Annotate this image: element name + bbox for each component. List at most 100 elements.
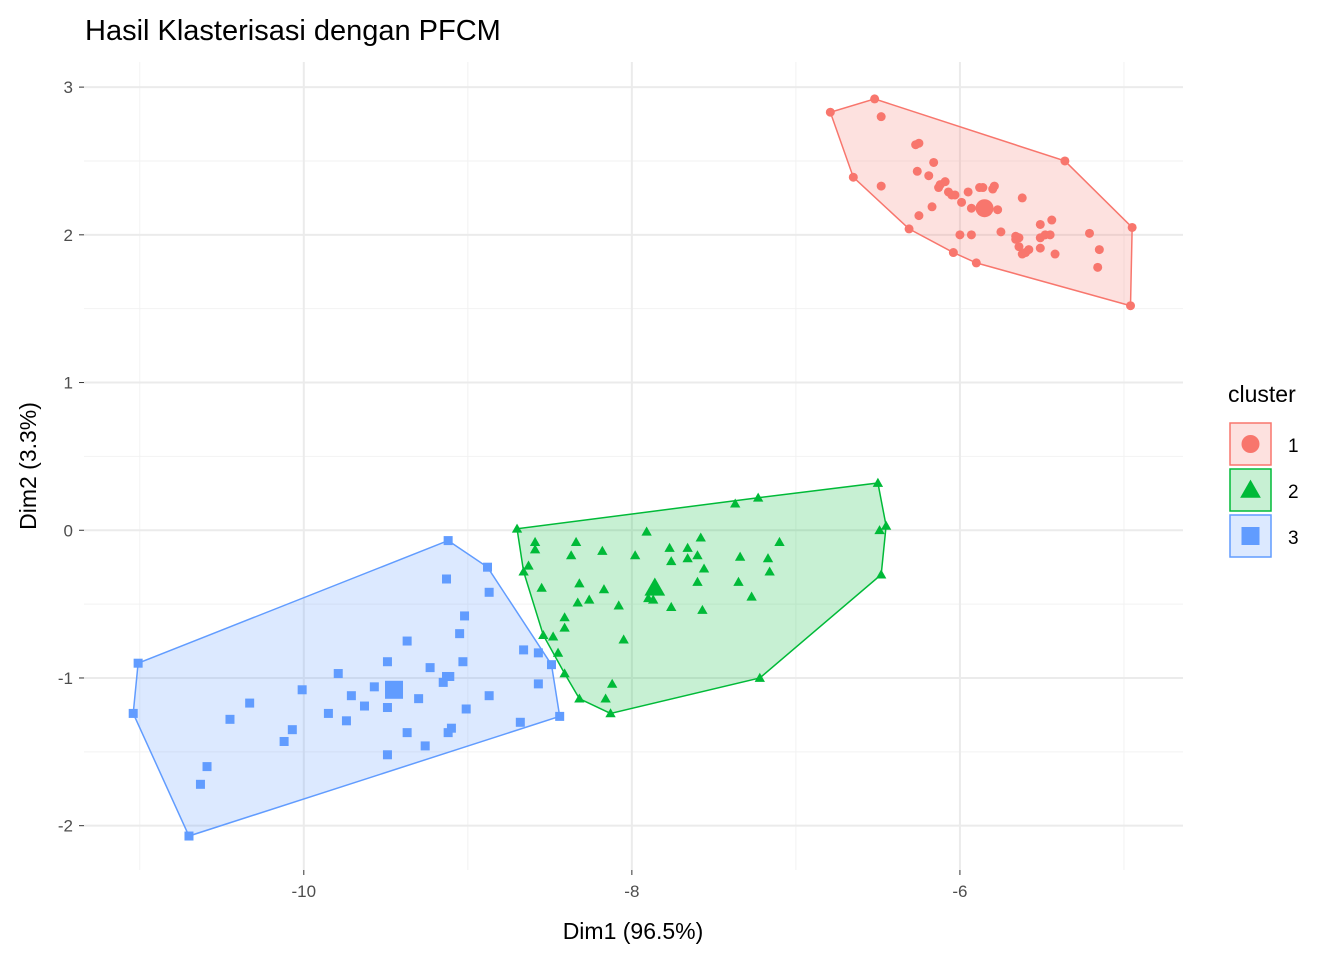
cluster-3-point (460, 611, 470, 621)
cluster-2-point (629, 550, 641, 560)
cluster-2-point (598, 584, 610, 594)
cluster-1-point (1035, 219, 1045, 229)
cluster-3-point (484, 587, 494, 597)
cluster-2-point (643, 593, 654, 603)
cluster-2-point (538, 629, 549, 640)
cluster-3-point (515, 717, 525, 727)
cluster-3-point (323, 708, 333, 718)
cluster-1-point (1047, 215, 1057, 225)
y-tick-label: 2 (64, 226, 73, 245)
cluster-1-point (955, 230, 965, 240)
x-axis-ticks: -10 -8 -6 (292, 870, 967, 901)
cluster-1-point (1011, 234, 1021, 244)
cluster-1-point (971, 258, 981, 268)
cluster-2-point (607, 678, 618, 688)
cluster-3-point (438, 677, 448, 687)
cluster-2-point (565, 550, 577, 560)
cluster-1-point (904, 224, 914, 234)
cluster-1-point (966, 203, 976, 213)
cluster-2-point (762, 553, 774, 563)
cluster-2-point (584, 594, 595, 604)
cluster-3-point (402, 636, 412, 646)
cluster-2-point (570, 536, 582, 546)
cluster-2-point (613, 600, 624, 610)
cluster-3-point (382, 703, 392, 713)
y-tick-label: 1 (64, 374, 73, 393)
cluster-1-point (1035, 243, 1045, 253)
cluster-3-point (333, 669, 343, 679)
cluster-2-point (597, 545, 608, 555)
cluster-2-point (666, 601, 677, 611)
cluster-3-point (443, 728, 453, 738)
cluster-3-point (533, 679, 543, 689)
cluster-1-point (978, 183, 988, 193)
cluster-3-point (555, 711, 565, 721)
legend: cluster 1 2 3 (1228, 381, 1299, 558)
cluster-3-point (297, 685, 307, 695)
cluster-2-point (536, 582, 547, 592)
cluster-1-point (1085, 228, 1095, 238)
cluster-3-point (287, 725, 297, 735)
cluster-1-point (1126, 301, 1136, 311)
cluster-1-point (996, 227, 1006, 237)
data-points (128, 94, 1137, 841)
cluster-2-point (874, 525, 885, 535)
cluster-2-point (618, 634, 629, 644)
cluster-3-point (546, 660, 556, 670)
legend-label-1: 1 (1288, 436, 1299, 457)
legend-circle-icon (1241, 435, 1260, 453)
cluster-2-point (600, 693, 611, 703)
cluster-1-point (914, 211, 924, 221)
cluster-3-point (461, 704, 471, 714)
cluster-2-point (574, 578, 585, 588)
cluster-2-point (733, 576, 744, 586)
cluster-3-point (484, 691, 494, 701)
cluster-2-center (644, 577, 666, 596)
cluster-2-point (876, 569, 887, 579)
cluster-2-point (682, 542, 693, 552)
y-tick-label: -1 (58, 669, 73, 688)
y-axis-ticks: -2 -1 0 1 2 3 (58, 78, 84, 836)
legend-triangle-icon (1240, 479, 1261, 498)
cluster-2-point (529, 544, 541, 554)
cluster-1-center (975, 199, 994, 218)
cluster-3-point (402, 728, 412, 738)
cluster-3-point (195, 779, 205, 789)
legend-square-icon (1241, 527, 1260, 545)
cluster-2-point (697, 604, 708, 614)
cluster-3-point (420, 741, 430, 751)
cluster-1-point (914, 138, 924, 148)
cluster-3-point (245, 698, 255, 708)
x-axis-label: Dim1 (96.5%) (563, 918, 704, 944)
cluster-3-point (128, 708, 138, 718)
cluster-3-point (445, 671, 455, 681)
cluster-2-point (523, 560, 534, 570)
cluster-2-point (754, 672, 765, 682)
cluster-2-point (559, 622, 570, 632)
cluster-2-point (574, 693, 585, 703)
cluster-2-point (547, 631, 559, 641)
cluster-1-point (966, 230, 976, 240)
cluster-2-point (682, 553, 693, 563)
cluster-3-point (346, 691, 356, 701)
cluster-1-point (876, 181, 886, 191)
cluster-2-point (605, 708, 616, 718)
cluster-1-point (1093, 262, 1103, 272)
cluster-1-point (825, 107, 835, 117)
cluster-2-point (559, 612, 570, 622)
cluster-3-point (458, 657, 468, 667)
chart-title: Hasil Klasterisasi dengan PFCM (85, 15, 501, 47)
cluster-1-point (927, 202, 937, 212)
cluster-2-point (559, 668, 570, 678)
cluster-3-point (414, 694, 424, 704)
cluster-2-point (698, 563, 710, 573)
y-axis-label: Dim2 (3.3%) (15, 402, 41, 530)
cluster-1-point (1017, 193, 1027, 203)
cluster-2-point (664, 542, 675, 552)
cluster-1-point (963, 187, 973, 197)
cluster-2-point (746, 591, 757, 601)
x-tick-label: -10 (292, 882, 317, 901)
cluster-1-point (934, 183, 944, 193)
legend-title: cluster (1228, 381, 1296, 407)
grid (84, 62, 1183, 870)
